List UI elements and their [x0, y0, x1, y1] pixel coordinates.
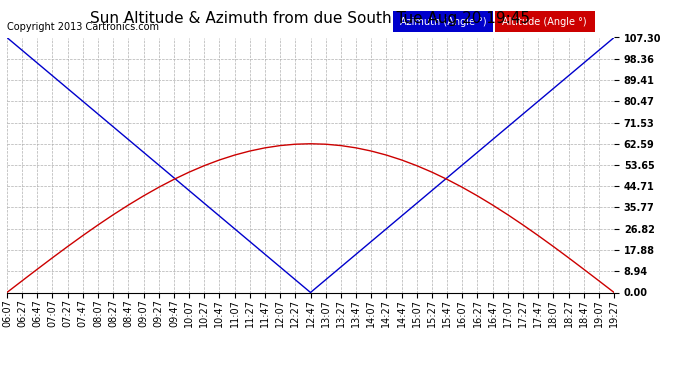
- Text: Sun Altitude & Azimuth from due South Tue Aug 20 19:45: Sun Altitude & Azimuth from due South Tu…: [90, 11, 531, 26]
- Text: Altitude (Angle °): Altitude (Angle °): [502, 16, 587, 27]
- Text: Azimuth (Angle °): Azimuth (Angle °): [400, 16, 486, 27]
- Text: Copyright 2013 Cartronics.com: Copyright 2013 Cartronics.com: [7, 22, 159, 32]
